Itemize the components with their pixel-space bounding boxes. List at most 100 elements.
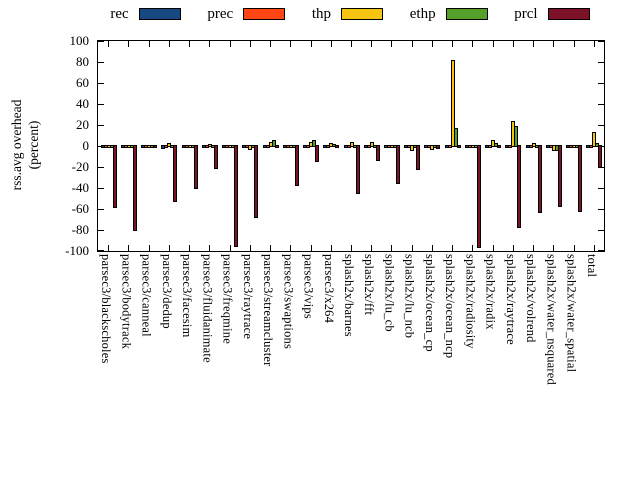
- x-tick-mark: [492, 41, 494, 47]
- legend-label: ethp: [409, 5, 436, 22]
- x-category-label: splash2x/ocean_ncp: [443, 254, 458, 359]
- x-tick-mark: [128, 41, 130, 47]
- x-category-label: parsec3/raytrace: [240, 254, 255, 340]
- y-tick-label: 20: [76, 116, 89, 132]
- x-category-label: splash2x/ocean_cp: [422, 254, 437, 352]
- bar-prcl: [335, 145, 340, 148]
- y-tick-mark: [98, 83, 104, 84]
- y-tick-label: 80: [76, 53, 89, 69]
- legend-label: rec: [110, 5, 129, 22]
- x-category-label: total: [584, 254, 599, 278]
- y-tick-mark: [98, 41, 104, 42]
- y-tick-mark: [98, 62, 104, 63]
- x-tick-mark: [431, 245, 433, 251]
- legend-label: thp: [311, 5, 332, 22]
- bar-prcl: [578, 145, 583, 212]
- x-tick-mark: [391, 41, 393, 47]
- x-tick-mark: [128, 245, 130, 251]
- x-category-label: splash2x/radiosity: [463, 254, 478, 349]
- bar-ethp: [453, 128, 458, 147]
- x-category-label: parsec3/facesim: [180, 254, 195, 338]
- bar-prcl: [193, 145, 198, 189]
- plot-area: [97, 40, 605, 252]
- x-tick-mark: [593, 245, 595, 251]
- x-tick-mark: [371, 245, 373, 251]
- x-category-label: splash2x/radix: [483, 254, 498, 330]
- x-tick-mark: [533, 245, 535, 251]
- x-tick-mark: [431, 41, 433, 47]
- x-tick-mark: [270, 41, 272, 47]
- bar-prcl: [274, 145, 279, 148]
- x-tick-mark: [310, 41, 312, 47]
- x-category-label: parsec3/fluidanimate: [200, 254, 215, 363]
- bar-prcl: [598, 145, 603, 168]
- bar-prcl: [254, 145, 259, 218]
- bar-prcl: [234, 145, 239, 247]
- bar-prcl: [436, 145, 441, 149]
- y-tick-label: -20: [71, 158, 89, 174]
- x-tick-mark: [573, 245, 575, 251]
- x-category-label: splash2x/barnes: [342, 254, 356, 337]
- bar-prcl: [375, 145, 380, 161]
- x-category-label: parsec3/x264: [321, 254, 336, 324]
- bar-prcl: [476, 145, 481, 248]
- legend-item-thp: thp: [311, 5, 384, 22]
- y-tick-label: 40: [76, 95, 89, 111]
- x-category-label: parsec3/blackscholes: [99, 254, 114, 364]
- y-tick-mark: [98, 230, 104, 231]
- y-tick-mark: [598, 104, 604, 105]
- legend-label: prcl: [514, 5, 538, 22]
- y-tick-mark: [598, 41, 604, 42]
- y-tick-mark: [98, 250, 104, 251]
- bar-thp: [369, 142, 374, 147]
- bar-prcl: [395, 145, 400, 184]
- x-tick-mark: [330, 41, 332, 47]
- y-tick-mark: [98, 167, 104, 168]
- bar-prcl: [213, 145, 218, 169]
- y-tick-mark: [98, 125, 104, 126]
- bar-prcl: [173, 145, 178, 202]
- bar-prcl: [132, 145, 137, 231]
- x-tick-mark: [270, 245, 272, 251]
- x-category-label: splash2x/volrend: [524, 254, 539, 343]
- legend-swatch-prcl: [547, 8, 590, 20]
- y-tick-label: 0: [82, 137, 90, 153]
- x-tick-mark: [492, 245, 494, 251]
- x-category-label: splash2x/fft: [362, 254, 377, 316]
- x-tick-mark: [209, 245, 211, 251]
- x-category-label: splash2x/raytrace: [503, 254, 518, 345]
- y-tick-label: 100: [69, 32, 90, 48]
- x-tick-mark: [593, 41, 595, 47]
- legend-item-ethp: ethp: [409, 5, 488, 22]
- x-tick-mark: [351, 41, 352, 47]
- y-tick-mark: [598, 230, 604, 231]
- bar-prcl: [112, 145, 117, 208]
- legend-item-rec: rec: [110, 5, 181, 22]
- x-tick-mark: [189, 41, 191, 47]
- bar-prcl: [315, 145, 320, 162]
- x-tick-mark: [533, 41, 535, 47]
- y-tick-label: 60: [76, 74, 89, 90]
- y-tick-mark: [598, 188, 604, 189]
- x-tick-mark: [310, 245, 312, 251]
- legend-swatch-thp: [341, 8, 384, 20]
- x-tick-mark: [148, 41, 150, 47]
- bar-ethp: [312, 140, 317, 147]
- x-tick-mark: [452, 245, 454, 251]
- bar-thp: [592, 132, 597, 147]
- bar-prcl: [294, 145, 299, 186]
- x-tick-mark: [452, 41, 454, 47]
- x-tick-mark: [290, 41, 292, 47]
- x-category-label: splash2x/water_nsquared: [544, 254, 559, 385]
- bar-ethp: [271, 140, 276, 147]
- bar-prcl: [355, 145, 360, 194]
- x-tick-mark: [472, 41, 474, 47]
- y-tick-mark: [598, 125, 604, 126]
- legend-item-prec: prec: [207, 6, 286, 22]
- x-category-label: parsec3/bodytrack: [119, 254, 134, 350]
- legend: rec prec thp ethp prcl: [97, 5, 603, 23]
- legend-swatch-prec: [243, 8, 286, 20]
- x-tick-mark: [371, 41, 373, 47]
- bar-prcl: [537, 145, 542, 213]
